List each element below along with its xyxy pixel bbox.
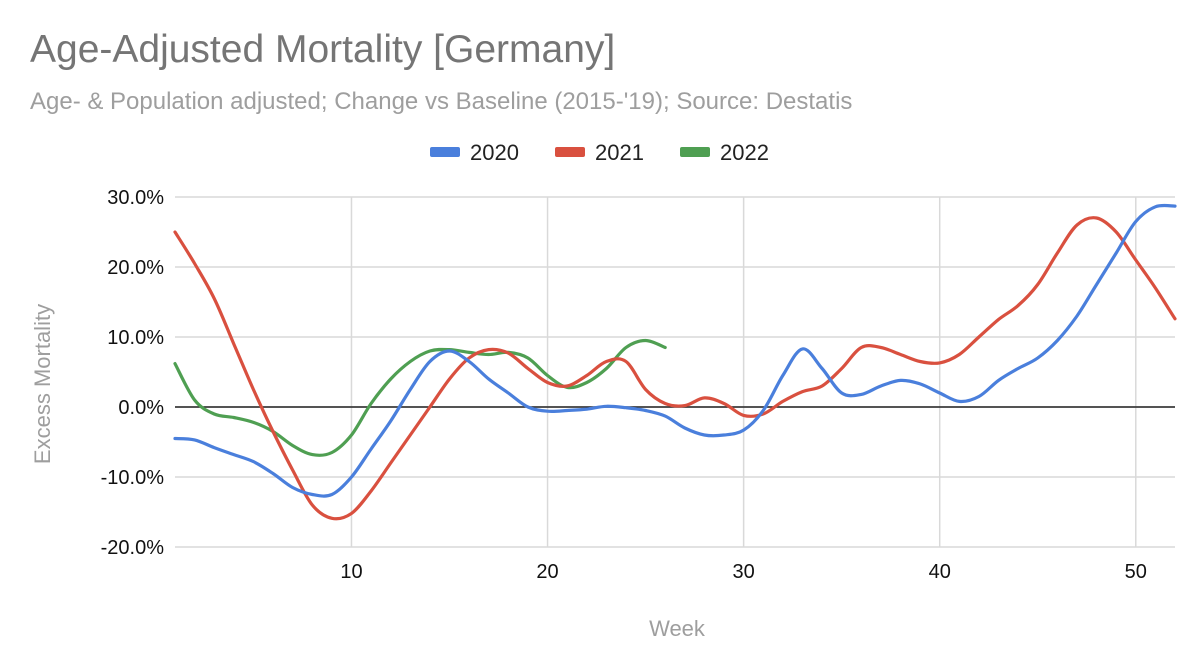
legend-swatch-2022 bbox=[680, 147, 710, 157]
axis-ticks: 30.0% 20.0% 10.0% 0.0% -10.0% -20.0% 10 20 30 40 5… bbox=[101, 187, 1147, 583]
legend-label-2022: 2022 bbox=[720, 140, 769, 165]
series-line-2021 bbox=[173, 216, 1177, 521]
x-tick-label: 10 bbox=[340, 561, 362, 583]
legend-label-2021: 2021 bbox=[595, 140, 644, 165]
y-tick-label: -20.0% bbox=[101, 537, 165, 559]
x-axis-title: Week bbox=[649, 616, 706, 641]
y-tick-label: 30.0% bbox=[107, 187, 164, 209]
series-line-2020 bbox=[173, 203, 1177, 498]
chart-subtitle: Age- & Population adjusted; Change vs Ba… bbox=[30, 88, 853, 115]
legend-label-2020: 2020 bbox=[470, 140, 519, 165]
x-tick-label: 30 bbox=[733, 561, 755, 583]
chart-title: Age-Adjusted Mortality [Germany] bbox=[30, 28, 616, 71]
y-tick-label: 10.0% bbox=[107, 327, 164, 349]
legend: 2020 2021 2022 bbox=[430, 140, 769, 165]
legend-swatch-2021 bbox=[555, 147, 585, 157]
y-tick-label: 0.0% bbox=[118, 397, 164, 419]
y-axis-title: Excess Mortality bbox=[30, 304, 55, 464]
x-tick-label: 50 bbox=[1125, 561, 1147, 583]
x-tick-label: 20 bbox=[536, 561, 558, 583]
y-tick-label: 20.0% bbox=[107, 257, 164, 279]
x-tick-label: 40 bbox=[929, 561, 951, 583]
series-line-2022 bbox=[173, 338, 667, 457]
y-tick-label: -10.0% bbox=[101, 467, 165, 489]
series-lines bbox=[173, 203, 1177, 521]
legend-swatch-2020 bbox=[430, 147, 460, 157]
